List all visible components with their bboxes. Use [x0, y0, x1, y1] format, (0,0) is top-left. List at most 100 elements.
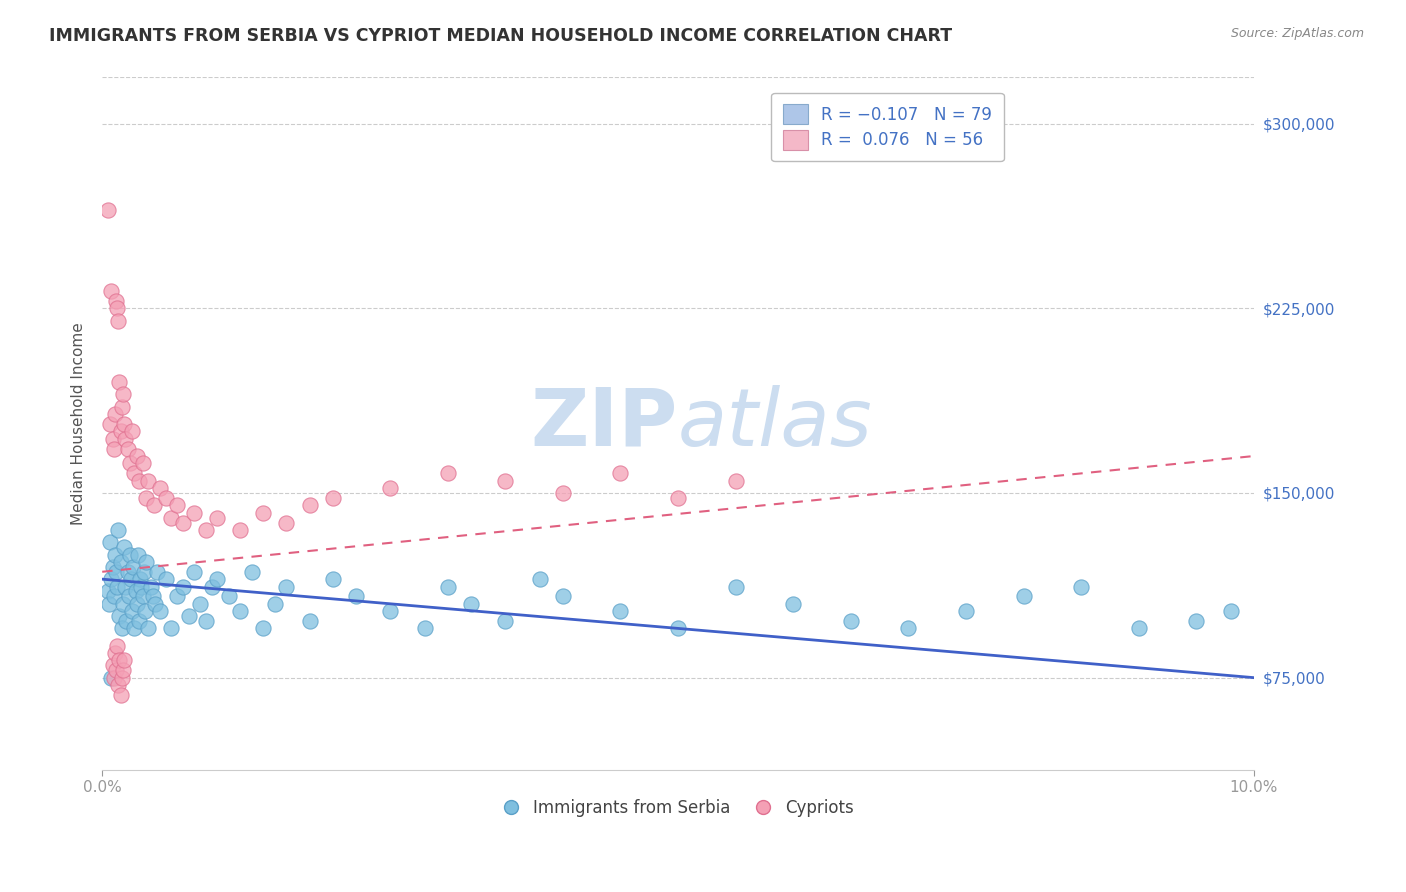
Point: [111, 400, 134, 414]
Point: [183, 506, 205, 520]
Point: [114, 432, 136, 446]
Point: [107, 313, 129, 327]
Point: [276, 516, 298, 530]
Point: [135, 491, 157, 505]
Point: [551, 590, 574, 604]
Point: [100, 284, 122, 298]
Point: [107, 523, 129, 537]
Point: [121, 604, 143, 618]
Point: [97, 202, 120, 217]
Point: [108, 375, 131, 389]
Point: [105, 293, 128, 308]
Point: [460, 597, 482, 611]
Point: [97, 584, 120, 599]
Point: [188, 597, 211, 611]
Point: [149, 481, 172, 495]
Point: [124, 467, 146, 481]
Point: [172, 580, 194, 594]
Point: [128, 474, 150, 488]
Point: [298, 614, 321, 628]
Point: [105, 565, 128, 579]
Point: [135, 555, 157, 569]
Point: [127, 548, 149, 562]
Point: [183, 565, 205, 579]
Point: [436, 467, 458, 481]
Point: [194, 523, 217, 537]
Point: [118, 457, 141, 471]
Point: [264, 597, 287, 611]
Legend: Immigrants from Serbia, Cypriots: Immigrants from Serbia, Cypriots: [496, 793, 860, 824]
Point: [494, 474, 516, 488]
Point: [143, 597, 166, 611]
Point: [100, 671, 122, 685]
Text: atlas: atlas: [678, 384, 873, 463]
Point: [839, 614, 862, 628]
Point: [118, 548, 141, 562]
Point: [108, 653, 131, 667]
Point: [121, 425, 143, 439]
Point: [100, 572, 122, 586]
Point: [218, 590, 240, 604]
Point: [146, 565, 169, 579]
Point: [103, 671, 125, 685]
Text: Source: ZipAtlas.com: Source: ZipAtlas.com: [1230, 27, 1364, 40]
Point: [134, 604, 156, 618]
Point: [609, 467, 631, 481]
Point: [666, 491, 689, 505]
Point: [322, 491, 344, 505]
Point: [114, 580, 136, 594]
Point: [111, 621, 134, 635]
Point: [1012, 590, 1035, 604]
Point: [436, 580, 458, 594]
Point: [1219, 604, 1241, 618]
Point: [494, 614, 516, 628]
Point: [118, 590, 141, 604]
Point: [125, 449, 148, 463]
Point: [110, 425, 132, 439]
Point: [111, 387, 134, 401]
Point: [782, 597, 804, 611]
Point: [98, 417, 121, 431]
Point: [124, 621, 146, 635]
Point: [103, 442, 125, 456]
Point: [172, 516, 194, 530]
Point: [322, 572, 344, 586]
Point: [129, 572, 152, 586]
Point: [105, 639, 128, 653]
Point: [122, 559, 145, 574]
Point: [378, 481, 401, 495]
Point: [131, 590, 153, 604]
Text: ZIP: ZIP: [531, 384, 678, 463]
Point: [111, 597, 134, 611]
Point: [276, 580, 298, 594]
Point: [117, 442, 139, 456]
Point: [104, 407, 127, 421]
Point: [252, 621, 274, 635]
Point: [229, 604, 252, 618]
Point: [413, 621, 436, 635]
Point: [344, 590, 367, 604]
Point: [131, 580, 153, 594]
Y-axis label: Median Household Income: Median Household Income: [72, 322, 86, 525]
Point: [131, 457, 153, 471]
Point: [120, 572, 142, 586]
Point: [666, 621, 689, 635]
Point: [207, 510, 229, 524]
Point: [194, 614, 217, 628]
Point: [378, 604, 401, 618]
Point: [177, 609, 200, 624]
Point: [136, 474, 159, 488]
Point: [298, 498, 321, 512]
Point: [724, 474, 747, 488]
Point: [136, 621, 159, 635]
Point: [115, 614, 138, 628]
Point: [201, 580, 224, 594]
Point: [101, 432, 124, 446]
Point: [111, 663, 134, 677]
Point: [112, 540, 135, 554]
Point: [103, 590, 125, 604]
Point: [1185, 614, 1208, 628]
Point: [229, 523, 252, 537]
Point: [128, 614, 150, 628]
Point: [160, 621, 183, 635]
